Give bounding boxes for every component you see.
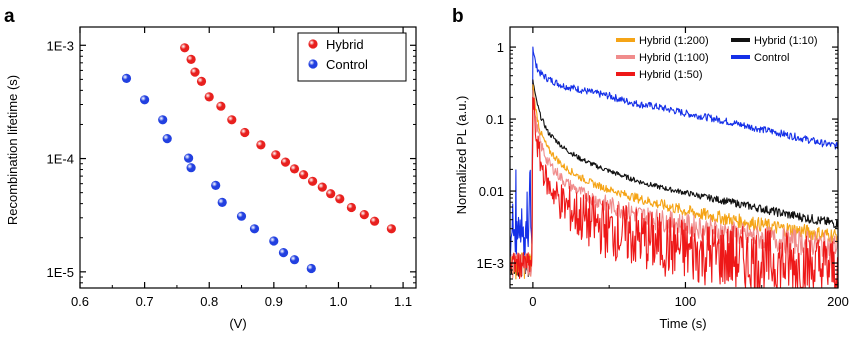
panel-a-point-hybrid: [271, 150, 281, 160]
panel-a-point-control: [236, 211, 247, 221]
panel-a-point-hybrid: [370, 216, 380, 226]
panel-a-y-tick-label: 1E-5: [47, 265, 74, 280]
panel-a-point-hybrid: [186, 54, 196, 64]
panel-a-point-hybrid: [240, 127, 250, 138]
panel-b-legend-label: Hybrid (1:200): [639, 35, 709, 47]
panel-a-point-control: [186, 163, 196, 173]
panel-a-point-control: [184, 153, 194, 163]
panel-a-axes: 0.6 0.7 0.8 0.9 1.0 1.1 1E-5 1E-4 1E-3: [47, 27, 416, 309]
panel-a-point-hybrid: [386, 224, 396, 234]
panel-b-legend-label: Hybrid (1:50): [639, 69, 703, 81]
panel-a-point-control: [162, 134, 172, 144]
panel-b-legend: Hybrid (1:200) Hybrid (1:10) Hybrid (1:100…: [616, 35, 818, 81]
panel-a-point-hybrid: [204, 92, 214, 102]
panel-a-label: a: [4, 6, 15, 27]
panel-b-x-tick-label: 200: [827, 294, 849, 309]
panel-b-plot-area: [510, 46, 838, 288]
panel-a-series-control: [121, 73, 316, 274]
panel-b-trace: [510, 79, 838, 277]
panel-b-trace: [510, 84, 838, 280]
panel-a-x-tick-label: 1.0: [329, 294, 347, 309]
panel-a-x-tick-label: 0.6: [71, 294, 89, 309]
panel-b-legend-label: Hybrid (1:10): [754, 35, 818, 47]
panel-a-point-control: [289, 255, 300, 265]
panel-a-x-tick-label: 0.7: [136, 294, 154, 309]
panel-a-point-hybrid: [317, 182, 327, 192]
panel-a-point-hybrid: [326, 189, 336, 199]
panel-a-y-axis-label: Recombination lifetime (s): [5, 75, 20, 225]
panel-a-point-control: [211, 180, 221, 190]
panel-a-point-hybrid: [227, 115, 237, 125]
panel-a-point-hybrid: [256, 140, 266, 150]
panel-a-x-tick-label: 0.9: [265, 294, 283, 309]
panel-a-legend-label: Hybrid: [326, 37, 364, 52]
panel-a-x-tick-label: 0.8: [200, 294, 218, 309]
panel-b-y-tick-label: 0.01: [479, 184, 504, 199]
panel-a-point-control: [306, 263, 316, 274]
panel-a-point-hybrid: [335, 194, 345, 204]
panel-b-label: b: [452, 6, 464, 27]
panel-b-x-axis-label: Time (s): [659, 316, 706, 331]
panel-a-legend-marker: [308, 59, 318, 69]
panel-b-trace: [510, 96, 838, 288]
panel-a-point-hybrid: [308, 176, 318, 186]
panel-a-point-control: [269, 236, 279, 246]
panel-a-y-tick-label: 1E-4: [47, 152, 74, 167]
panel-a-point-control: [217, 197, 227, 207]
panel-a-point-hybrid: [346, 202, 356, 213]
panel-a-x-tick-label: 1.1: [394, 294, 412, 309]
panel-b-plot-frame: [509, 26, 839, 289]
panel-b-data-layer: [510, 46, 838, 288]
panel-b-trace: [510, 46, 838, 263]
panel-a-point-hybrid: [190, 67, 200, 77]
panel-b-series-hybrid-1-200-: [510, 84, 838, 280]
panel-b-y-tick-label: 0.1: [486, 112, 504, 127]
panel-b-y-tick-label: 1: [497, 40, 504, 55]
panel-a-y-tick-label: 1E-3: [47, 38, 74, 53]
panel-b-series-hybrid-1-10-: [510, 79, 838, 277]
panel-b-y-axis-label: Normalized PL (a.u.): [454, 96, 469, 215]
panel-a-series-hybrid: [180, 43, 396, 234]
panel-a-plot-frame: [79, 26, 417, 289]
panel-a-legend: Hybrid Control: [297, 32, 407, 82]
panel-a-point-control: [140, 95, 150, 105]
panel-b-series-control: [510, 46, 838, 263]
panel-b-y-tick-label: 1E-3: [477, 256, 504, 271]
panel-b-x-tick-label: 0: [529, 294, 536, 309]
panel-a-point-control: [278, 248, 289, 258]
panel-a-x-axis-label: (V): [229, 316, 246, 331]
panel-b-x-tick-label: 100: [675, 294, 697, 309]
panel-a-legend-label: Control: [326, 57, 368, 72]
panel-a-point-hybrid: [280, 157, 291, 167]
panel-a-point-control: [121, 73, 132, 83]
panel-a-point-hybrid: [196, 76, 207, 86]
panel-a-point-hybrid: [180, 43, 190, 53]
panel-a-legend-marker: [308, 39, 318, 49]
panel-a-point-hybrid: [359, 210, 369, 220]
panel-b-axes: 0 100 200 1E-3 0.01 0.1 1: [477, 27, 849, 309]
panel-b-series-hybrid-1-50-: [510, 96, 838, 288]
panel-b-legend-label: Control: [754, 52, 789, 64]
panel-a-point-control: [158, 115, 168, 125]
panel-a-point-hybrid: [289, 164, 300, 174]
panel-a-point-hybrid: [299, 170, 309, 180]
panel-b: b Normalized PL (a.u.) Time (s) 0 100 200 1…: [452, 6, 849, 331]
panel-a: a Recombination lifetime (s) (V) 0.6 0.7 0…: [4, 6, 417, 331]
panel-a-data-layer: [121, 43, 396, 274]
panel-a-point-control: [249, 224, 260, 234]
panel-a-point-hybrid: [216, 101, 226, 111]
panel-b-legend-label: Hybrid (1:100): [639, 52, 709, 64]
